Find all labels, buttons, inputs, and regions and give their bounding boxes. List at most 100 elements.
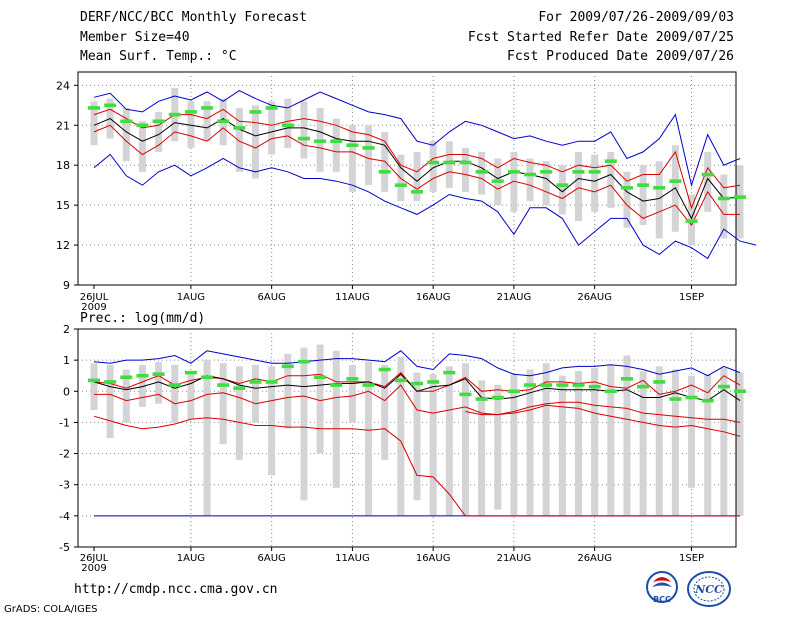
median-marker [685,395,698,400]
ensemble-box [300,101,308,159]
median-marker [136,373,149,378]
y-tick-label: 24 [56,79,70,92]
y-tick-label: -3 [59,479,70,492]
median-marker [653,186,666,190]
median-marker [491,395,504,400]
x-tick-label: 26AUG [577,553,612,564]
median-marker [717,196,730,201]
x-tick-sublabel: 2009 [81,302,106,313]
y-tick-label: -1 [59,416,70,429]
ensemble-box [138,364,146,407]
x-tick-label: 1AUG [177,553,205,564]
median-marker [685,219,698,223]
ensemble-box [235,366,243,460]
median-marker [265,106,278,110]
ensemble-box [284,353,292,429]
ensemble-box [397,357,405,516]
y-tick-label: -2 [59,448,70,461]
median-marker [427,380,440,384]
ensemble-box [219,363,227,445]
ensemble-box [187,101,195,148]
median-marker [556,183,569,187]
ensemble-box [122,369,130,423]
refer-date: Fcst Started Refer Date 2009/07/25 [467,30,734,45]
x-tick-sublabel: 2009 [81,563,106,574]
median-marker [443,160,456,165]
x-tick-label: 6AUG [258,292,286,303]
ensemble-box [639,165,647,226]
series-line-lower [93,124,740,227]
median-marker [168,383,181,387]
median-marker [459,392,472,397]
median-marker [233,386,246,390]
y-tick-label: 2 [63,323,70,336]
forecast-title: DERF/NCC/BCC Monthly Forecast [80,10,307,25]
ensemble-box [429,141,437,192]
median-marker [604,159,617,163]
bcc-logo-text: BCC [653,595,671,604]
median-marker [120,375,133,380]
median-marker [281,364,294,369]
ensemble-box [671,369,679,516]
ensemble-box [429,374,437,516]
ensemble-box [300,347,308,501]
ensemble-box [235,107,243,172]
median-marker [475,170,488,174]
ensemble-box [510,151,518,212]
ensemble-box [365,361,373,516]
ensemble-box [138,121,146,172]
series-line-max [93,90,741,188]
median-marker [152,372,165,376]
ensemble-box [623,355,631,516]
ensemble-box [284,98,292,148]
median-marker [249,380,262,384]
median-marker [620,377,633,381]
x-tick-label: 26JUL [80,553,109,564]
ensemble-box [171,364,179,423]
ensemble-box [542,161,550,206]
median-marker [88,106,100,110]
ensemble-box [461,147,469,192]
x-tick-label: 16AUG [416,553,451,564]
median-marker [314,375,327,380]
median-marker [507,389,520,394]
precip-label: Prec.: log(mm/d) [80,311,205,326]
median-marker [653,380,666,384]
median-marker [604,389,617,394]
median-marker [249,110,262,114]
ensemble-box [381,364,389,460]
median-marker [394,378,407,383]
x-tick-label: 26AUG [577,292,612,303]
median-marker [701,172,714,177]
ensemble-box [639,371,647,516]
median-marker [459,160,472,165]
ensemble-box [348,125,356,192]
median-marker [427,160,440,165]
ensemble-box [122,107,130,162]
median-marker [556,383,569,387]
ensemble-box [542,363,550,516]
median-marker [734,389,746,394]
ensemble-box [252,105,259,179]
median-marker [572,170,585,174]
ensemble-box [688,375,696,488]
ensemble-box [90,363,98,410]
series-line-min [93,153,757,260]
ensemble-box [655,366,663,516]
y-tick-label: 21 [56,119,70,132]
median-marker [443,370,456,375]
series-line-mean [93,118,741,220]
variable-label: Mean Surf. Temp.: °C [80,49,237,64]
ensemble-box [575,151,582,222]
source-url[interactable]: http://cmdp.ncc.cma.gov.cn [74,582,278,597]
y-tick-label: 12 [56,239,70,252]
forecast-period: For 2009/07/26-2009/09/03 [538,10,734,25]
x-tick-label: 16AUG [416,292,451,303]
series-line-max [93,350,741,377]
x-tick-label: 21AUG [497,292,532,303]
median-marker [168,112,181,117]
ensemble-box [736,165,744,239]
median-marker [717,384,730,389]
median-marker [346,377,359,381]
median-marker [540,170,553,174]
